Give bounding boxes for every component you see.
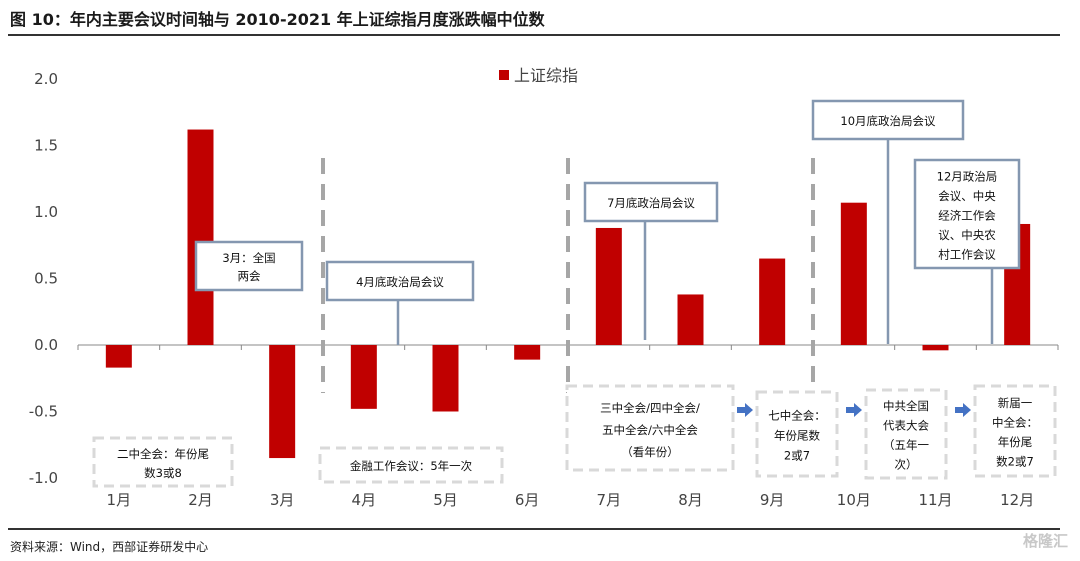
finance-work-meeting-box-text: 金融工作会议：5年一次: [350, 459, 473, 473]
x-tick-label: 1月: [107, 491, 132, 509]
third-fourth-fifth-sixth-plenum-box-frame: [565, 384, 735, 472]
october-politburo-box-text: 10月底政治局会议: [840, 114, 936, 128]
bar-6: [514, 345, 541, 360]
july-politburo-box-text: 7月底政治局会议: [607, 196, 695, 210]
december-meetings-box-text: 议、中央农: [938, 228, 996, 242]
y-tick-label: 1.5: [34, 137, 58, 155]
y-tick-label: 2.0: [34, 70, 58, 88]
bar-2: [187, 129, 214, 345]
seventh-plenum-box-text: 七中全会：: [768, 409, 826, 423]
y-tick-label: 1.0: [34, 203, 58, 221]
july-politburo-box-frame: [583, 181, 719, 223]
july-politburo-box: 7月底政治局会议: [583, 181, 719, 223]
bar-4: [350, 345, 377, 409]
legend-swatch: [499, 70, 509, 80]
december-meetings-box-text: 12月政治局: [937, 169, 998, 183]
bar-9: [759, 258, 786, 345]
march-npc-box-text: 3月：全国: [222, 251, 275, 265]
december-meetings-box-frame: [913, 158, 1021, 270]
december-meetings-box-text: 村工作会议: [938, 247, 996, 261]
party-congress-box-text: 中共全国: [883, 399, 929, 413]
legend-label: 上证综指: [514, 66, 578, 85]
seventh-plenum-box-frame: [755, 390, 839, 478]
x-tick-label: 3月: [270, 491, 295, 509]
april-politburo-box: 4月底政治局会议: [325, 260, 475, 302]
arrow-right-icon: [955, 403, 971, 417]
party-congress-box-text: 次）: [895, 458, 918, 472]
x-tick-label: 7月: [597, 491, 622, 509]
march-npc-box-frame: [194, 240, 304, 292]
first-plenum-box-text: 年份尾: [998, 435, 1033, 449]
x-tick-label: 6月: [515, 491, 540, 509]
y-tick-label: -1.0: [29, 469, 58, 487]
x-tick-label: 8月: [678, 491, 703, 509]
finance-work-meeting-box: 金融工作会议：5年一次: [318, 446, 504, 484]
finance-work-meeting-box-frame: [318, 446, 504, 484]
x-tick-label: 10月: [837, 491, 871, 509]
bottom-rule: [8, 528, 1060, 530]
x-tick-label: 5月: [433, 491, 458, 509]
party-congress-box-text: 代表大会: [883, 419, 929, 433]
april-politburo-box-text: 4月底政治局会议: [356, 275, 444, 289]
party-congress-box-text: （五年一: [883, 438, 929, 452]
figure-title: 图 10：年内主要会议时间轴与 2010-2021 年上证综指月度涨跌幅中位数: [10, 10, 545, 29]
bar-5: [432, 345, 459, 412]
third-fourth-fifth-sixth-plenum-box-text: （看年份）: [621, 445, 679, 459]
october-politburo-box: 10月底政治局会议: [811, 99, 965, 141]
october-politburo-box-frame: [811, 99, 965, 141]
bar-8: [677, 294, 704, 345]
x-tick-label: 11月: [918, 491, 952, 509]
first-plenum-box-text: 新届一: [998, 396, 1033, 410]
seventh-plenum-box: 七中全会： 年份尾数 2或7: [755, 390, 839, 478]
second-plenum-box-text: 二中全会：年份尾: [117, 447, 209, 461]
party-congress-box-frame: [864, 388, 948, 480]
x-tick-label: 12月: [1000, 491, 1034, 509]
y-tick-label: 0.5: [34, 270, 58, 288]
bar-7: [595, 227, 622, 345]
third-fourth-fifth-sixth-plenum-box-text: 三中全会/四中全会/: [600, 401, 700, 415]
march-npc-box-text: 两会: [238, 269, 261, 283]
third-fourth-fifth-sixth-plenum-box: 三中全会/四中全会/五中全会/六中全会 （看年份）: [565, 384, 735, 472]
watermark-logo: 格隆汇: [1022, 532, 1068, 550]
seventh-plenum-box-text: 年份尾数: [774, 429, 820, 443]
arrow-right-icon: [737, 403, 753, 417]
third-fourth-fifth-sixth-plenum-box-text: 五中全会/六中全会: [602, 423, 698, 437]
bar-11: [922, 345, 949, 351]
seventh-plenum-box-text: 2或7: [784, 449, 810, 463]
y-tick-label: -0.5: [29, 403, 58, 421]
december-meetings-box-text: 会议、中央: [938, 189, 996, 203]
x-tick-label: 9月: [760, 491, 785, 509]
bar-10: [840, 202, 867, 345]
source-note: 资料来源：Wind，西部证券研发中心: [10, 540, 209, 554]
y-tick-label: 0.0: [34, 336, 58, 354]
x-tick-label: 4月: [352, 491, 377, 509]
december-meetings-box-text: 经济工作会: [938, 208, 996, 222]
second-plenum-box-text: 数3或8: [144, 466, 182, 480]
bar-3: [269, 345, 296, 459]
arrow-right-icon: [846, 403, 862, 417]
second-plenum-box-frame: [92, 436, 234, 488]
x-tick-label: 2月: [188, 491, 213, 509]
first-plenum-box-frame: [973, 384, 1057, 478]
bar-1: [105, 345, 132, 368]
top-rule: [8, 34, 1060, 36]
april-politburo-box-frame: [325, 260, 475, 302]
first-plenum-box-text: 中全会：: [992, 416, 1038, 430]
first-plenum-box-text: 数2或7: [996, 455, 1034, 469]
